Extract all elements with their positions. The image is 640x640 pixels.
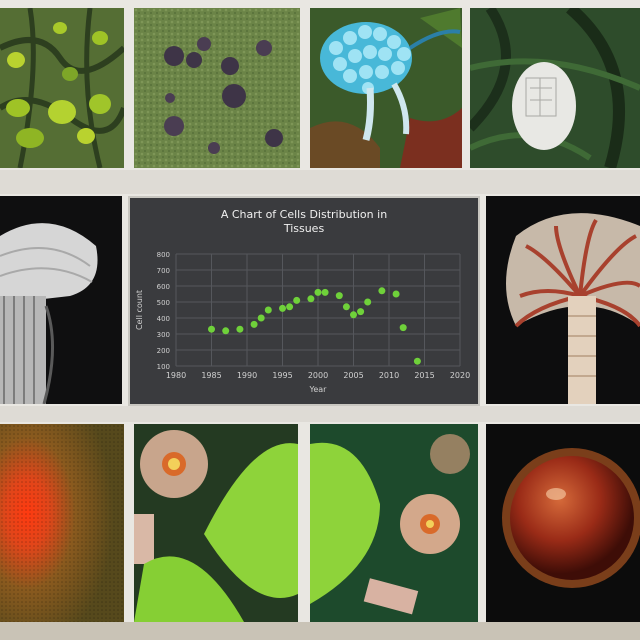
data-point: [307, 295, 315, 303]
chart-title: A Chart of Cells Distribution in Tissues: [130, 208, 478, 236]
scatter-chart: A Chart of Cells Distribution in Tissues…: [128, 196, 480, 406]
data-point: [293, 296, 301, 304]
moss-spore-texture-image: [134, 8, 300, 168]
data-point: [257, 314, 265, 322]
green-cell-tissue-image: [0, 8, 124, 168]
data-point: [321, 288, 329, 296]
x-tick-label: 1990: [237, 371, 257, 380]
x-tick-label: 2015: [414, 371, 434, 380]
data-point: [250, 320, 258, 328]
x-tick-label: 2000: [308, 371, 328, 380]
y-tick-label: 600: [157, 283, 170, 291]
data-point: [413, 357, 421, 365]
chart-title-line-1: A Chart of Cells Distribution in: [220, 208, 388, 221]
y-tick-label: 300: [157, 331, 170, 339]
divider-band: [0, 622, 640, 640]
y-tick-label: 200: [157, 347, 170, 355]
data-point: [208, 325, 215, 333]
data-point: [264, 306, 272, 314]
data-point: [399, 324, 407, 332]
divider-band: [0, 406, 640, 422]
chart-plot-area: 1980 1985 1990 1995 2000 2005 2010 2015 2020 100 2…: [135, 251, 470, 394]
x-tick-label: 2010: [379, 371, 399, 380]
y-tick-label: 400: [157, 315, 170, 323]
y-axis-label: Cell count: [135, 290, 144, 330]
data-point: [286, 303, 294, 311]
chart-title-line-2: Tissues: [283, 222, 325, 235]
white-specimen-on-leaves-image: [470, 8, 640, 168]
y-tick-label: 500: [157, 299, 170, 307]
white-mushroom-render-image: [0, 196, 122, 404]
red-gilled-fungus-render-image: [486, 196, 640, 404]
data-point: [364, 298, 372, 306]
x-tick-label: 2005: [343, 371, 363, 380]
x-tick-label: 1980: [166, 371, 186, 380]
y-tick-label: 800: [157, 251, 170, 259]
x-tick-label: 1995: [272, 371, 292, 380]
blue-spore-cluster-image: [310, 8, 462, 168]
green-pollen-grain-left-image: [134, 424, 298, 622]
divider-band: [0, 170, 640, 194]
x-tick-label: 2020: [450, 371, 470, 380]
data-point: [279, 304, 286, 312]
x-axis-label: Year: [309, 385, 328, 394]
y-tick-label: 700: [157, 267, 170, 275]
y-tick-label: 100: [157, 363, 170, 371]
x-tick-label: 1985: [201, 371, 221, 380]
green-pollen-grain-right-image: [310, 424, 478, 622]
data-point: [314, 288, 322, 296]
data-point: [378, 287, 386, 295]
data-point: [335, 292, 343, 300]
red-spore-sphere-image: [486, 424, 640, 622]
data-point: [350, 311, 357, 319]
data-point: [357, 308, 365, 316]
data-point: [236, 325, 244, 333]
data-point: [392, 290, 400, 298]
data-point: [342, 303, 350, 311]
data-point: [222, 327, 230, 335]
orange-glow-texture-image: [0, 424, 124, 622]
